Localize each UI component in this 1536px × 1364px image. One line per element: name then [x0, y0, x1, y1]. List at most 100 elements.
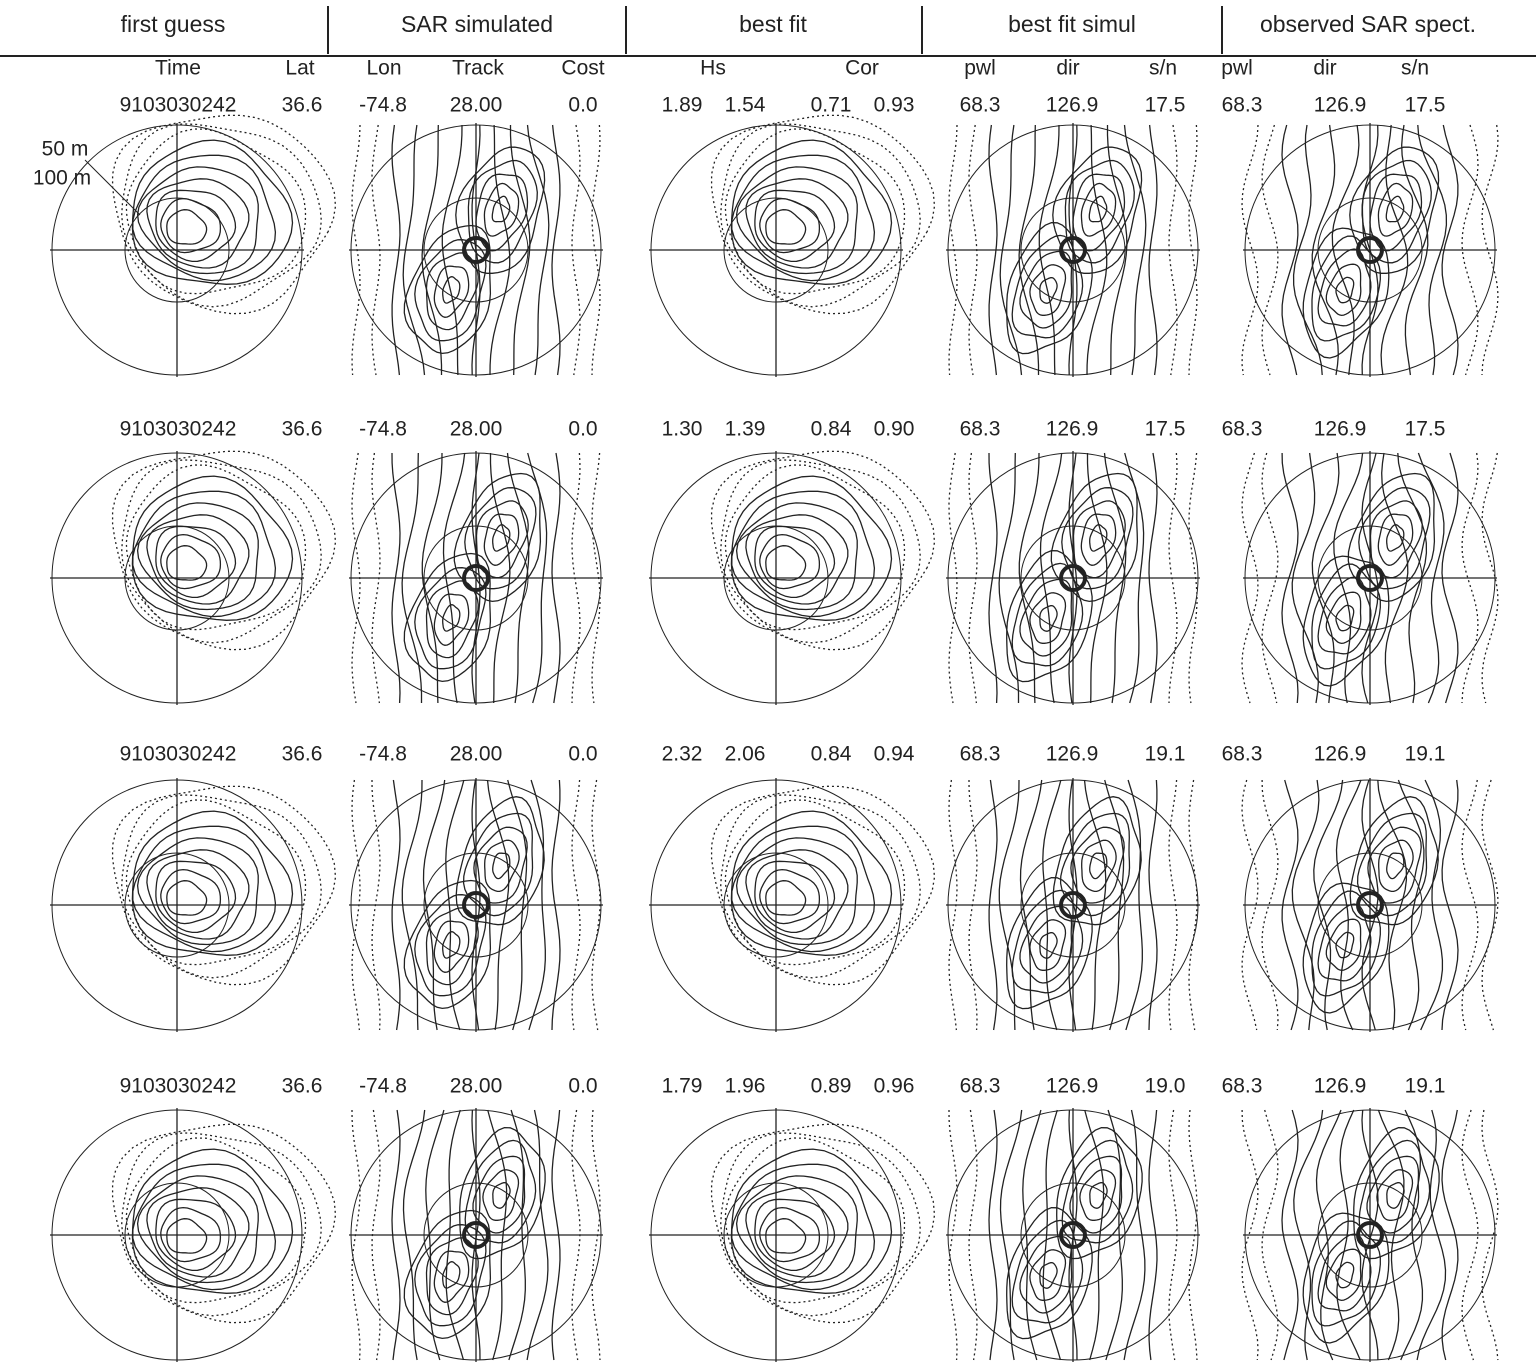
contour — [1349, 146, 1440, 274]
contour — [1059, 812, 1131, 917]
contour — [492, 1181, 511, 1209]
contour — [710, 450, 936, 651]
contour — [166, 545, 208, 581]
contour — [730, 810, 893, 956]
value: 126.9 — [1046, 743, 1099, 766]
contour — [1302, 227, 1390, 359]
value: 19.0 — [1145, 1075, 1186, 1098]
value: 1.30 — [662, 418, 703, 441]
contour — [745, 514, 849, 605]
spectrum-panel — [649, 114, 936, 377]
contour — [735, 837, 858, 946]
column-label: Lat — [285, 57, 314, 80]
contour — [1072, 173, 1126, 252]
contour — [730, 139, 893, 285]
value: 9103030242 — [120, 418, 237, 441]
contour — [1061, 1139, 1134, 1244]
contour — [1369, 173, 1423, 252]
contour — [459, 1127, 546, 1260]
value: 0.0 — [568, 418, 597, 441]
contour — [1377, 182, 1414, 237]
value: 17.5 — [1145, 94, 1186, 117]
contour — [731, 154, 876, 282]
contour — [730, 475, 893, 621]
column-title: SAR simulated — [401, 11, 553, 37]
contour — [132, 154, 277, 282]
spectrum-panel — [649, 778, 936, 1032]
value: 1.96 — [725, 1075, 766, 1098]
contour — [1347, 472, 1436, 603]
contour — [492, 852, 511, 880]
contour — [720, 794, 921, 979]
contour — [1311, 235, 1381, 342]
contour — [1079, 1169, 1117, 1221]
value: 17.5 — [1405, 418, 1446, 441]
contour — [745, 849, 849, 940]
contour — [160, 1206, 222, 1263]
contour — [1011, 234, 1084, 339]
contour — [166, 209, 208, 245]
column-label: Cor — [845, 57, 879, 80]
contour — [1378, 839, 1414, 893]
contour — [1052, 796, 1142, 926]
contour — [710, 785, 936, 986]
value: 1.79 — [662, 1075, 703, 1098]
spectrum-panel — [349, 451, 603, 705]
contour — [455, 796, 545, 926]
contour — [731, 825, 876, 953]
contour — [1029, 919, 1067, 971]
contour — [121, 123, 322, 308]
column-label: Time — [155, 57, 201, 80]
scale-label: 50 m — [42, 138, 89, 161]
contour — [1039, 931, 1058, 959]
contour — [1353, 1127, 1440, 1260]
value: 68.3 — [1222, 1075, 1263, 1098]
value: 68.3 — [960, 418, 1001, 441]
contour — [1064, 159, 1135, 264]
contour — [483, 182, 520, 237]
value: 36.6 — [282, 94, 323, 117]
value: 9103030242 — [120, 94, 237, 117]
contour — [433, 920, 470, 973]
value: 19.1 — [1405, 743, 1446, 766]
value: 28.00 — [450, 743, 503, 766]
contour — [1088, 195, 1108, 223]
contour — [136, 166, 259, 275]
contour — [467, 159, 538, 264]
contour — [131, 1148, 294, 1294]
contour — [1080, 513, 1117, 566]
contour — [131, 475, 294, 621]
contour — [132, 825, 277, 953]
contour — [724, 799, 906, 966]
contour — [1369, 500, 1423, 579]
contour — [125, 1137, 307, 1304]
contour — [1089, 524, 1108, 552]
contour — [754, 189, 836, 263]
value: 36.6 — [282, 1075, 323, 1098]
contour — [1386, 524, 1405, 552]
contour — [455, 146, 546, 274]
contour — [1011, 562, 1084, 667]
contour — [1006, 877, 1093, 1010]
contour — [754, 1198, 836, 1272]
contour — [731, 490, 876, 618]
contour — [1386, 852, 1405, 880]
contour — [475, 500, 529, 579]
contour — [1335, 604, 1355, 632]
contour — [1039, 1261, 1058, 1289]
contour — [132, 1163, 277, 1291]
contour — [125, 128, 307, 295]
spectrum-panel — [946, 123, 1200, 377]
value: 68.3 — [1222, 94, 1263, 117]
spectrum-panel — [649, 1108, 936, 1362]
contour — [155, 860, 237, 934]
column-label: s/n — [1149, 57, 1177, 80]
contour — [1317, 1233, 1372, 1312]
contour — [1029, 1249, 1067, 1301]
contour — [121, 1132, 322, 1317]
value: 0.89 — [811, 1075, 852, 1098]
contour — [433, 593, 470, 646]
contour — [1311, 1220, 1381, 1327]
contour — [1325, 263, 1362, 317]
value: 126.9 — [1314, 743, 1367, 766]
